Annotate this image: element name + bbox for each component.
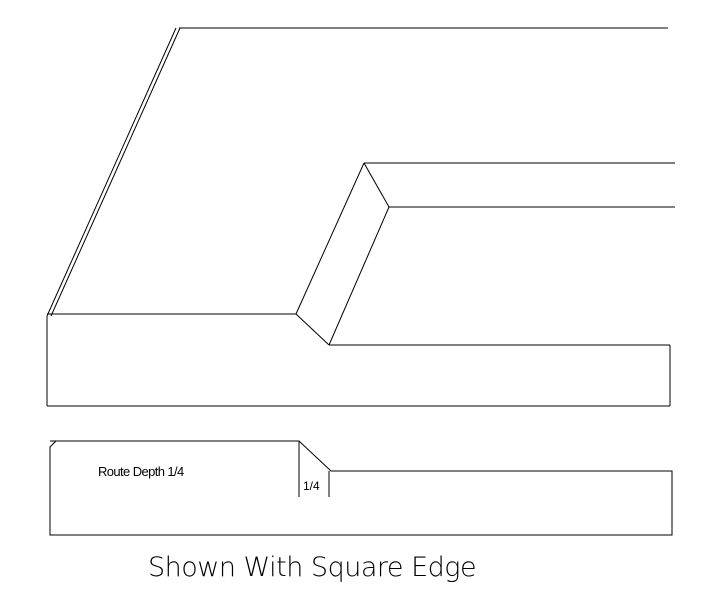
- step-front-diagonal: [328, 206, 390, 346]
- profile-view: Route Depth 1/4 1/4: [49, 440, 673, 536]
- dimension-label: 1/4: [303, 479, 320, 493]
- left-diagonal-edge-inner: [50, 27, 181, 317]
- step-bottom-bevel: [295, 313, 330, 346]
- caption-text: Shown With Square Edge: [148, 552, 476, 583]
- step-top-bevel: [363, 162, 390, 208]
- route-depth-label: Route Depth 1/4: [98, 464, 184, 479]
- isometric-view: [46, 27, 675, 407]
- left-diagonal-edge-outer: [46, 27, 177, 317]
- step-back-diagonal: [295, 162, 365, 315]
- profile-outline: [49, 440, 673, 536]
